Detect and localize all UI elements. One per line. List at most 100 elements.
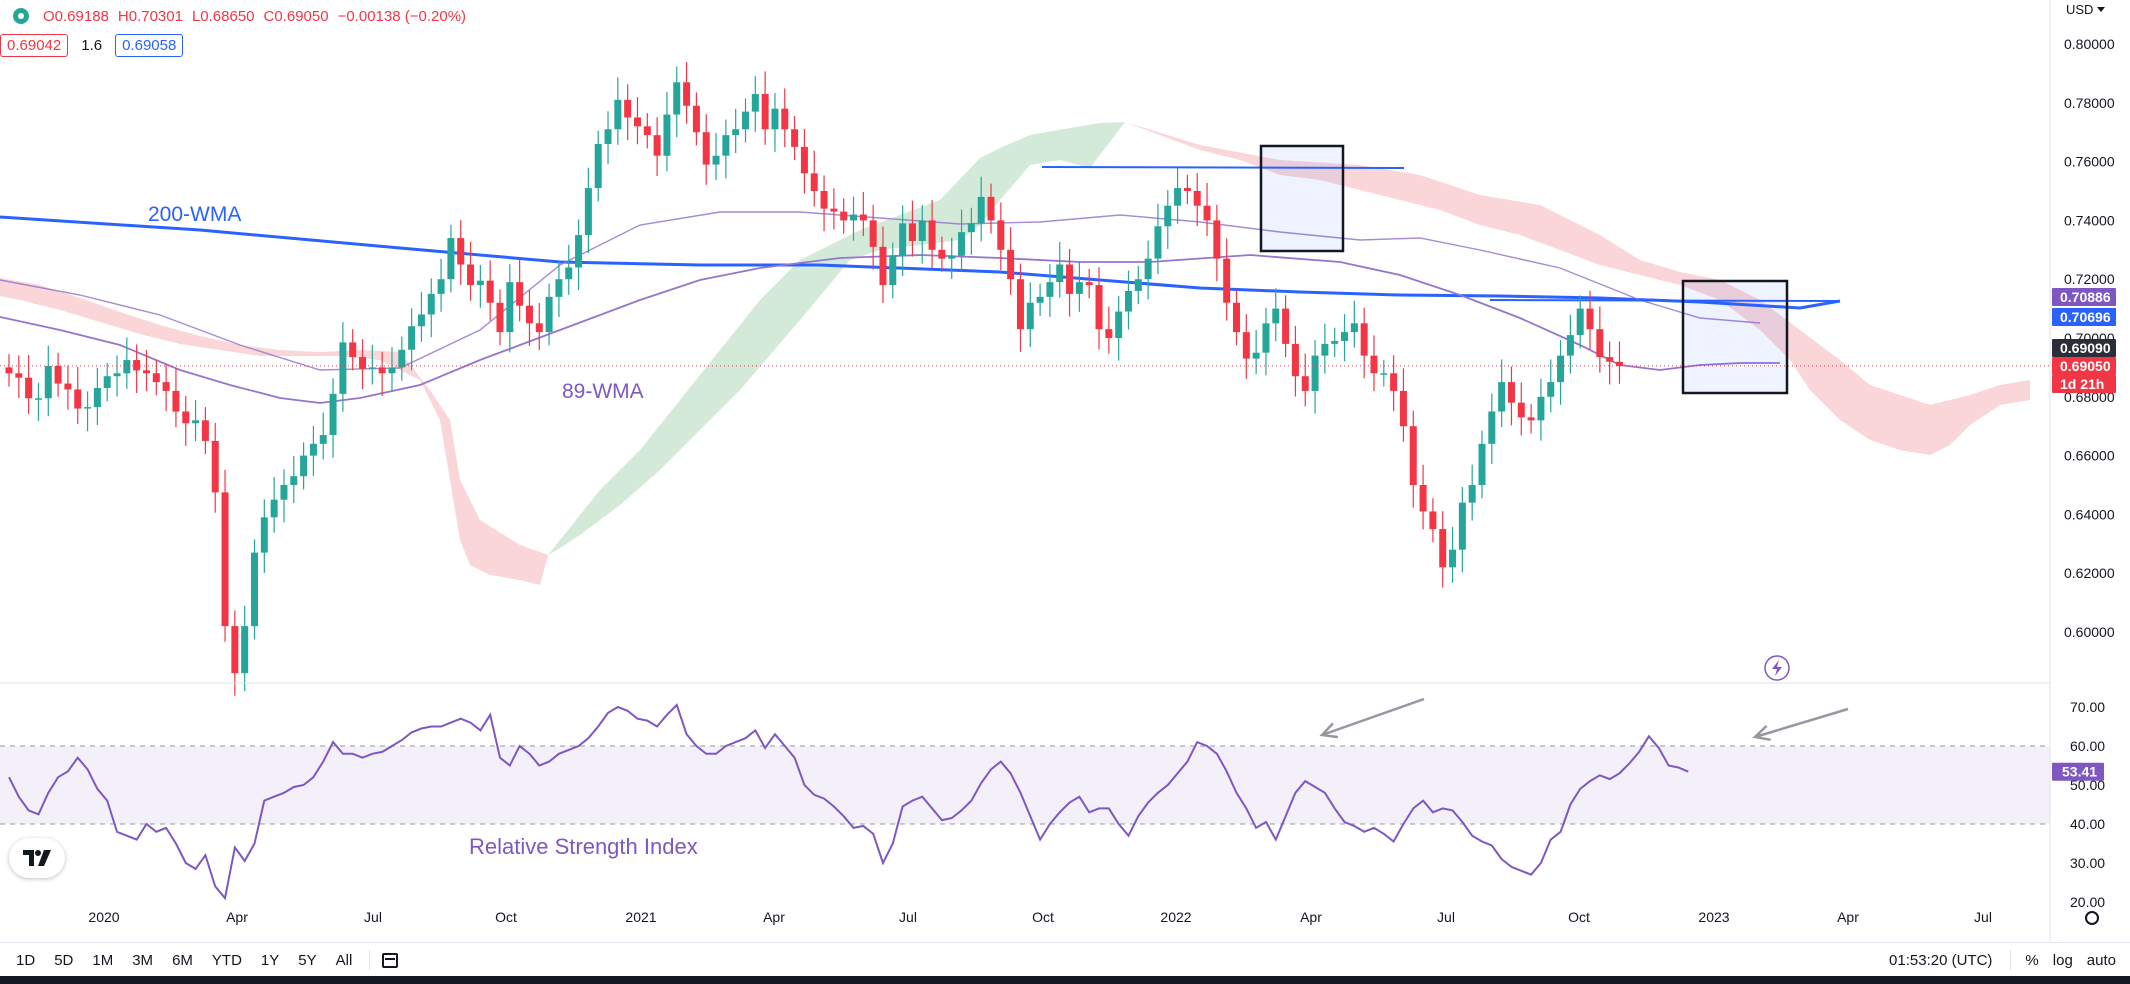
x-tick-label: Jul — [364, 909, 382, 925]
price-badge — [2052, 288, 2116, 306]
rsi-value-badge — [2052, 762, 2104, 781]
price-badge-label: 1d 21h — [2060, 376, 2104, 392]
open-value: O0.69188 — [43, 7, 109, 25]
candle-body — [339, 342, 347, 394]
timeframe-ytd[interactable]: YTD — [211, 951, 242, 969]
timeframe-1m[interactable]: 1M — [92, 951, 114, 969]
utc-clock[interactable]: 01:53:20 (UTC) — [1889, 951, 1993, 969]
rsi-y-tick-label: 60.00 — [2070, 738, 2105, 754]
auto-toggle[interactable]: auto — [2086, 951, 2116, 969]
x-tick-label: Jul — [1974, 909, 1992, 925]
candle-body — [93, 387, 101, 408]
candle-body — [54, 365, 62, 384]
low-value: L0.68650 — [191, 7, 255, 25]
candle-body — [1095, 285, 1103, 330]
y-tick-label: 0.60000 — [2064, 624, 2115, 640]
candle-body — [1458, 502, 1466, 550]
timeframe-5y[interactable]: 5Y — [298, 951, 317, 969]
candle-body — [1557, 355, 1565, 383]
candle-body — [103, 376, 111, 388]
price-pane: 200-WMA 89-WMA — [0, 61, 2050, 696]
timeframe-5d[interactable]: 5D — [54, 951, 74, 969]
timeframe-6m[interactable]: 6M — [172, 951, 193, 969]
candle-body — [624, 99, 632, 118]
candle-body — [1144, 258, 1152, 280]
bottom-toolbar: 1D 5D 1M 3M 6M YTD 1Y 5Y All 01:53:20 (UTC) % lo… — [0, 942, 2130, 977]
candle-body — [241, 626, 249, 674]
calendar-icon[interactable] — [382, 952, 399, 968]
toolbar-divider — [369, 950, 371, 970]
candle-body — [1615, 361, 1623, 366]
candle-body — [633, 117, 641, 127]
price-badge — [2052, 375, 2116, 393]
log-toggle[interactable]: log — [2052, 951, 2073, 969]
rsi-y-tick-label: 40.00 — [2070, 816, 2105, 832]
candle-body — [1606, 357, 1614, 362]
x-tick-label: 2020 — [88, 909, 119, 925]
candle-body — [604, 129, 612, 144]
y-tick-label: 0.78000 — [2064, 95, 2115, 111]
candle-body — [1370, 355, 1378, 374]
ichimoku-cloud-bearish — [1125, 122, 2030, 455]
tradingview-logo[interactable] — [9, 838, 65, 878]
candle-body — [1115, 311, 1123, 338]
candle-body — [967, 223, 975, 233]
candle-body — [977, 196, 985, 224]
candle-body — [388, 367, 396, 374]
percent-toggle[interactable]: % — [2025, 951, 2039, 969]
wma-200-label: 200-WMA — [148, 203, 241, 226]
arrow-head — [1319, 722, 1339, 739]
y-tick-label: 0.66000 — [2064, 448, 2115, 464]
candle-body — [260, 517, 268, 553]
candle-body — [476, 280, 484, 286]
candle-body — [457, 238, 465, 265]
candle-body — [1586, 308, 1594, 330]
candle-body — [1488, 411, 1496, 444]
quote-row: 0.69042 1.6 0.69058 — [0, 34, 184, 57]
price-badge-label: 0.69050 — [2060, 358, 2111, 374]
gear-icon — [2085, 911, 2099, 925]
candle-body — [1566, 335, 1574, 356]
candle-body — [781, 108, 789, 130]
timeframe-3m[interactable]: 3M — [132, 951, 154, 969]
candle-body — [1193, 191, 1201, 206]
candle-body — [64, 383, 72, 390]
candle-body — [1075, 282, 1083, 294]
candle-body — [1527, 417, 1535, 421]
candle-body — [732, 129, 740, 136]
x-tick-label: Apr — [1837, 909, 1859, 925]
candle-body — [231, 626, 239, 674]
candle-body — [142, 370, 150, 374]
candle-body — [1282, 308, 1290, 344]
candle-body — [1439, 529, 1447, 568]
candle-body — [349, 342, 357, 358]
x-tick-label: 2022 — [1160, 909, 1191, 925]
rsi-y-tick-label: 30.00 — [2070, 855, 2105, 871]
sell-button[interactable]: 0.69042 — [0, 34, 69, 57]
candle-body — [683, 82, 691, 106]
chart-area[interactable]: 200-WMA 89-WMA Relative Strength Index 0.… — [0, 0, 2130, 942]
candle-body — [742, 111, 749, 130]
candle-body — [1350, 323, 1358, 333]
currency-selector[interactable]: USD — [2066, 2, 2106, 17]
arrow-line — [1754, 707, 1849, 739]
candle-body — [712, 155, 720, 165]
candle-body — [152, 373, 160, 383]
timeframe-all[interactable]: All — [335, 951, 353, 969]
candle-body — [368, 367, 376, 369]
logo-icon — [23, 850, 51, 866]
candle-body — [300, 455, 308, 477]
timeframe-1y[interactable]: 1Y — [260, 951, 280, 969]
resistance-line — [1041, 166, 1405, 169]
ichimoku-cloud-bearish — [0, 278, 548, 585]
candle-body — [751, 93, 759, 112]
candle-body — [702, 132, 710, 165]
buy-button[interactable]: 0.69058 — [115, 34, 184, 57]
candle-body — [1429, 511, 1437, 530]
candle-body — [5, 367, 13, 374]
candle-body — [1311, 355, 1319, 391]
candle-body — [1301, 376, 1309, 391]
timeframe-1d[interactable]: 1D — [16, 951, 36, 969]
candle-body — [1399, 390, 1407, 427]
candle-body — [496, 302, 504, 333]
